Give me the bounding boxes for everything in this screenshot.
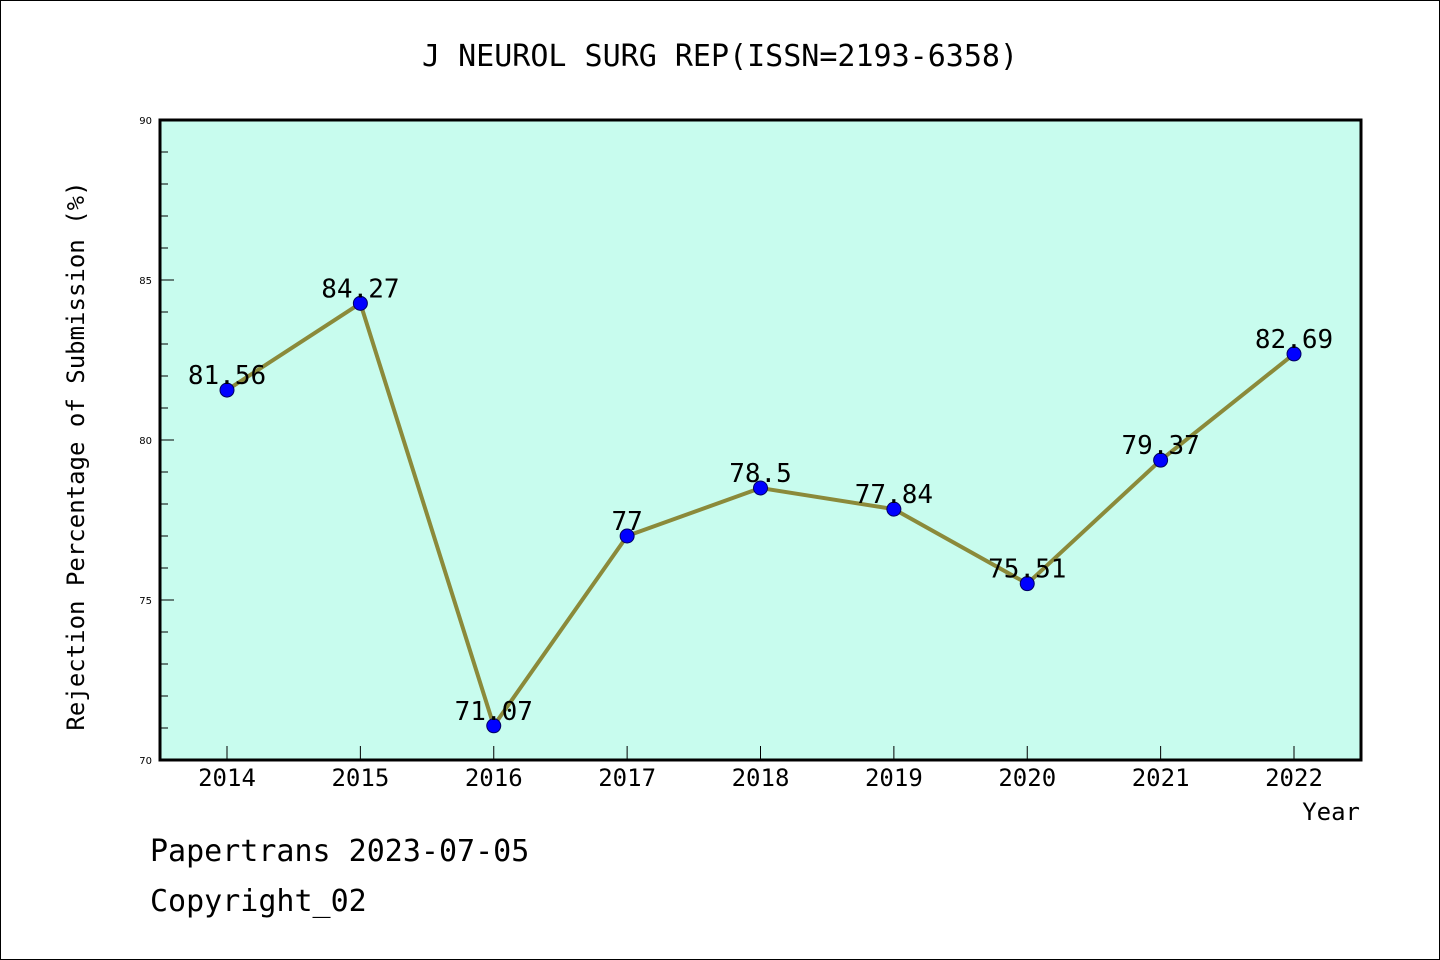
y-tick-label: 80 xyxy=(139,436,152,447)
plot-area xyxy=(158,118,1363,762)
series-markers xyxy=(219,295,1302,734)
data-label: 75.51 xyxy=(988,555,1066,585)
x-tick-label: 2016 xyxy=(465,764,523,792)
x-tick-label: 2015 xyxy=(331,764,389,792)
data-label: 71.07 xyxy=(455,697,533,727)
footer-source: Papertrans 2023-07-05 xyxy=(150,834,530,869)
y-tick-label: 90 xyxy=(139,116,152,127)
data-label: 84.27 xyxy=(321,274,399,304)
x-tick-label: 2020 xyxy=(998,764,1056,792)
data-point-marker xyxy=(886,501,902,517)
data-point-marker xyxy=(619,528,635,544)
x-axis-ticks: 2014 2015 2016 2017 2018 2019 2020 2021 2022 xyxy=(198,746,1323,792)
chart-title: J NEUROL SURG REP(ISSN=2193-6358) xyxy=(422,39,1018,74)
x-tick-label: 2018 xyxy=(732,764,790,792)
x-axis-label: Year xyxy=(1302,798,1360,826)
y-axis-label: Rejection Percentage of Submission (%) xyxy=(62,181,90,730)
data-label: 82.69 xyxy=(1255,325,1333,355)
data-labels: 81.56 84.27 71.07 77 78.5 77.84 75.51 79.37 82.6… xyxy=(188,274,1333,726)
footer-copyright: Copyright_02 xyxy=(150,884,367,919)
data-label: 77 xyxy=(611,507,642,537)
data-point-marker xyxy=(486,718,502,734)
x-tick-label: 2014 xyxy=(198,764,256,792)
data-label: 77.84 xyxy=(855,480,933,510)
data-point-marker xyxy=(219,382,235,398)
data-label: 79.37 xyxy=(1121,431,1199,461)
data-label: 78.5 xyxy=(729,459,792,489)
x-tick-label: 2022 xyxy=(1265,764,1323,792)
y-tick-label: 70 xyxy=(139,756,152,767)
data-point-marker xyxy=(352,295,368,311)
data-point-marker xyxy=(1019,576,1035,592)
y-minor-ticks xyxy=(160,151,168,729)
x-tick-label: 2019 xyxy=(865,764,923,792)
data-point-marker xyxy=(1286,346,1302,362)
data-point-marker xyxy=(753,480,768,496)
x-tick-label: 2021 xyxy=(1132,764,1190,792)
data-point-marker xyxy=(1153,452,1169,468)
data-label: 81.56 xyxy=(188,361,266,391)
y-axis-ticks: 70 75 80 85 90 xyxy=(139,116,174,767)
y-tick-label: 85 xyxy=(139,276,152,287)
y-tick-label: 75 xyxy=(139,596,152,607)
x-tick-label: 2017 xyxy=(598,764,656,792)
